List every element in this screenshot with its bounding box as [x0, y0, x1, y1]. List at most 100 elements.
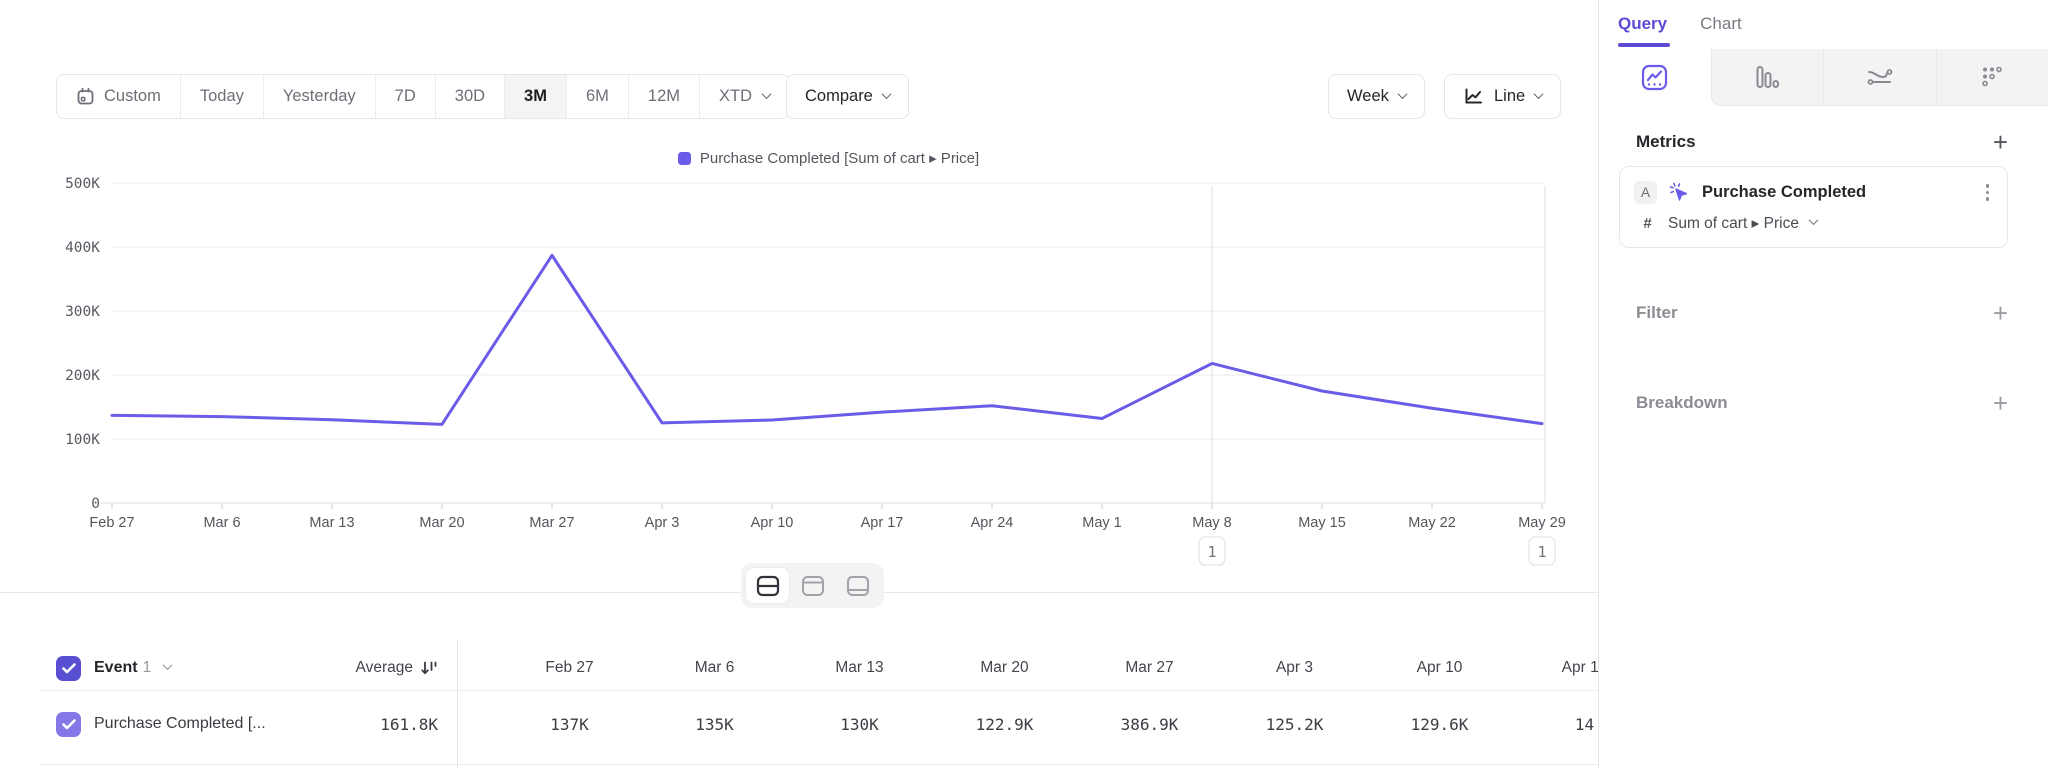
table-column-header[interactable]: Mar 6 — [694, 659, 735, 676]
add-metric-button[interactable]: + — [1992, 127, 2008, 157]
table-cell-value: 122.9K — [975, 714, 1034, 734]
date-range-label: 30D — [454, 87, 486, 105]
x-tick-label: May 22 — [1408, 515, 1456, 531]
legend-label: Purchase Completed [Sum of cart ▸ Price] — [699, 150, 980, 167]
chart-type-button[interactable]: Line — [1444, 74, 1562, 119]
table-only-view-button[interactable] — [836, 568, 879, 603]
table-column-header[interactable]: Mar 13 — [835, 659, 884, 676]
date-range-group: Custom Today Yesterday 7D 30D 3M 6M 12M XTD — [56, 74, 790, 119]
annotation-badge-label: 1 — [1207, 543, 1216, 561]
metrics-section-title: Metrics — [1636, 132, 1696, 151]
x-tick-label: Apr 3 — [645, 515, 680, 531]
metric-menu-button[interactable] — [1982, 180, 1994, 205]
compare-label: Compare — [805, 87, 873, 105]
date-range-3m[interactable]: 3M — [504, 75, 566, 118]
average-header[interactable]: Average — [250, 648, 438, 688]
tab-funnels[interactable] — [1710, 49, 1823, 106]
date-range-xtd[interactable]: XTD — [699, 75, 789, 118]
chart-type-label: Line — [1494, 87, 1526, 105]
table-cell-value: 386.9K — [1120, 714, 1179, 734]
tab-insights[interactable] — [1599, 49, 1711, 106]
x-tick-label: May 1 — [1082, 515, 1122, 531]
metric-card[interactable]: A Purchase Completed # Sum of cart ▸ Pri… — [1619, 166, 2008, 248]
table-row-name: Purchase Completed [... — [94, 715, 266, 732]
check-icon — [61, 718, 76, 729]
x-tick-label: May 29 — [1518, 515, 1566, 531]
check-icon — [61, 662, 76, 673]
granularity-button[interactable]: Week — [1328, 74, 1425, 119]
event-cursor-icon — [1669, 182, 1688, 201]
table-columns-header: Feb 27 Mar 6 Mar 13 Mar 20 Mar 27 Apr 3 Apr 10… — [457, 648, 1598, 688]
table-column-header[interactable]: Mar 27 — [1125, 659, 1174, 676]
table-column-header[interactable]: Mar 20 — [980, 659, 1029, 676]
chart-svg[interactable]: 0 100K 200K 300K 400K 500K Feb 27 Mar 6 Mar 13 Ma… — [0, 140, 1598, 580]
date-range-label: Today — [199, 87, 244, 105]
annotation-badge[interactable] — [1528, 536, 1556, 566]
query-builder-sidebar: Query Chart — [1598, 0, 2048, 768]
x-tick-label: Mar 6 — [203, 515, 240, 531]
table-column-header[interactable]: Apr 17 — [1561, 659, 1598, 676]
date-range-12m[interactable]: 12M — [627, 75, 699, 118]
table-column-divider — [457, 640, 458, 768]
compare-button[interactable]: Compare — [786, 74, 909, 119]
average-label: Average — [355, 659, 413, 676]
annotation-badge[interactable] — [1198, 536, 1226, 566]
legend-swatch — [677, 151, 691, 165]
calendar-icon — [77, 87, 94, 105]
table-cell-value: 14 — [1574, 714, 1595, 734]
date-range-label: 7D — [394, 87, 416, 105]
date-range-today[interactable]: Today — [179, 75, 263, 118]
table-column-header[interactable]: Feb 27 — [545, 659, 594, 676]
event-count: 1 — [142, 659, 152, 676]
metric-aggregation-label: Sum of cart ▸ Price — [1668, 214, 1799, 232]
date-range-yesterday[interactable]: Yesterday — [262, 75, 375, 118]
date-range-30d[interactable]: 30D — [434, 75, 504, 118]
tab-query[interactable]: Query — [1618, 14, 1668, 33]
select-all-checkbox[interactable] — [56, 655, 81, 681]
annotation-badge-label: 1 — [1537, 543, 1546, 561]
view-toggle-group — [741, 563, 884, 608]
breakdown-section-title: Breakdown — [1636, 392, 1728, 412]
tab-chart[interactable]: Chart — [1700, 14, 1742, 33]
table-row-average: 161.8K — [250, 698, 438, 750]
y-tick-label: 0 — [91, 496, 100, 512]
date-range-label: Custom — [104, 87, 161, 105]
chevron-down-icon — [881, 88, 892, 99]
metric-event-name: Purchase Completed — [1702, 182, 1867, 201]
tab-flows[interactable] — [1823, 49, 1936, 106]
add-breakdown-button[interactable]: + — [1992, 387, 2008, 418]
date-range-6m[interactable]: 6M — [565, 75, 628, 118]
table-cell-value: 129.6K — [1410, 714, 1469, 734]
series-line[interactable] — [110, 253, 1544, 426]
numeric-property-icon: # — [1643, 214, 1652, 232]
metric-letter-badge: A — [1634, 180, 1657, 204]
y-tick-label: 200K — [65, 368, 100, 384]
split-view-button[interactable] — [746, 568, 789, 603]
table-column-header[interactable]: Apr 10 — [1416, 659, 1463, 676]
row-checkbox[interactable] — [56, 711, 81, 737]
sidebar-tabs: Query Chart — [1599, 0, 2048, 34]
table-column-header[interactable]: Apr 3 — [1275, 659, 1314, 676]
chevron-down-icon — [1533, 88, 1544, 99]
table-row-divider — [40, 764, 1598, 765]
chevron-down-icon[interactable] — [162, 660, 173, 671]
date-range-7d[interactable]: 7D — [374, 75, 435, 118]
insights-icon — [1642, 64, 1668, 91]
y-tick-label: 300K — [65, 304, 100, 320]
x-tick-label: Mar 13 — [309, 515, 354, 531]
y-tick-label: 100K — [65, 432, 100, 448]
table-cell-value: 130K — [840, 714, 879, 734]
tab-retention[interactable] — [1935, 49, 2048, 106]
chevron-down-icon — [761, 88, 772, 99]
chart-only-view-button[interactable] — [791, 568, 834, 603]
x-tick-label: May 15 — [1298, 515, 1346, 531]
x-tick-label: Mar 20 — [419, 515, 464, 531]
metric-aggregation[interactable]: # Sum of cart ▸ Price — [1634, 214, 1993, 233]
report-type-tabs — [1599, 49, 2048, 106]
x-tick-label: Feb 27 — [89, 515, 134, 531]
date-range-custom[interactable]: Custom — [57, 75, 180, 118]
add-filter-button[interactable]: + — [1992, 297, 2008, 328]
table-row-left[interactable]: Purchase Completed [... — [56, 698, 266, 750]
report-main-panel: Custom Today Yesterday 7D 30D 3M 6M 12M XTD Comp… — [0, 74, 1598, 768]
